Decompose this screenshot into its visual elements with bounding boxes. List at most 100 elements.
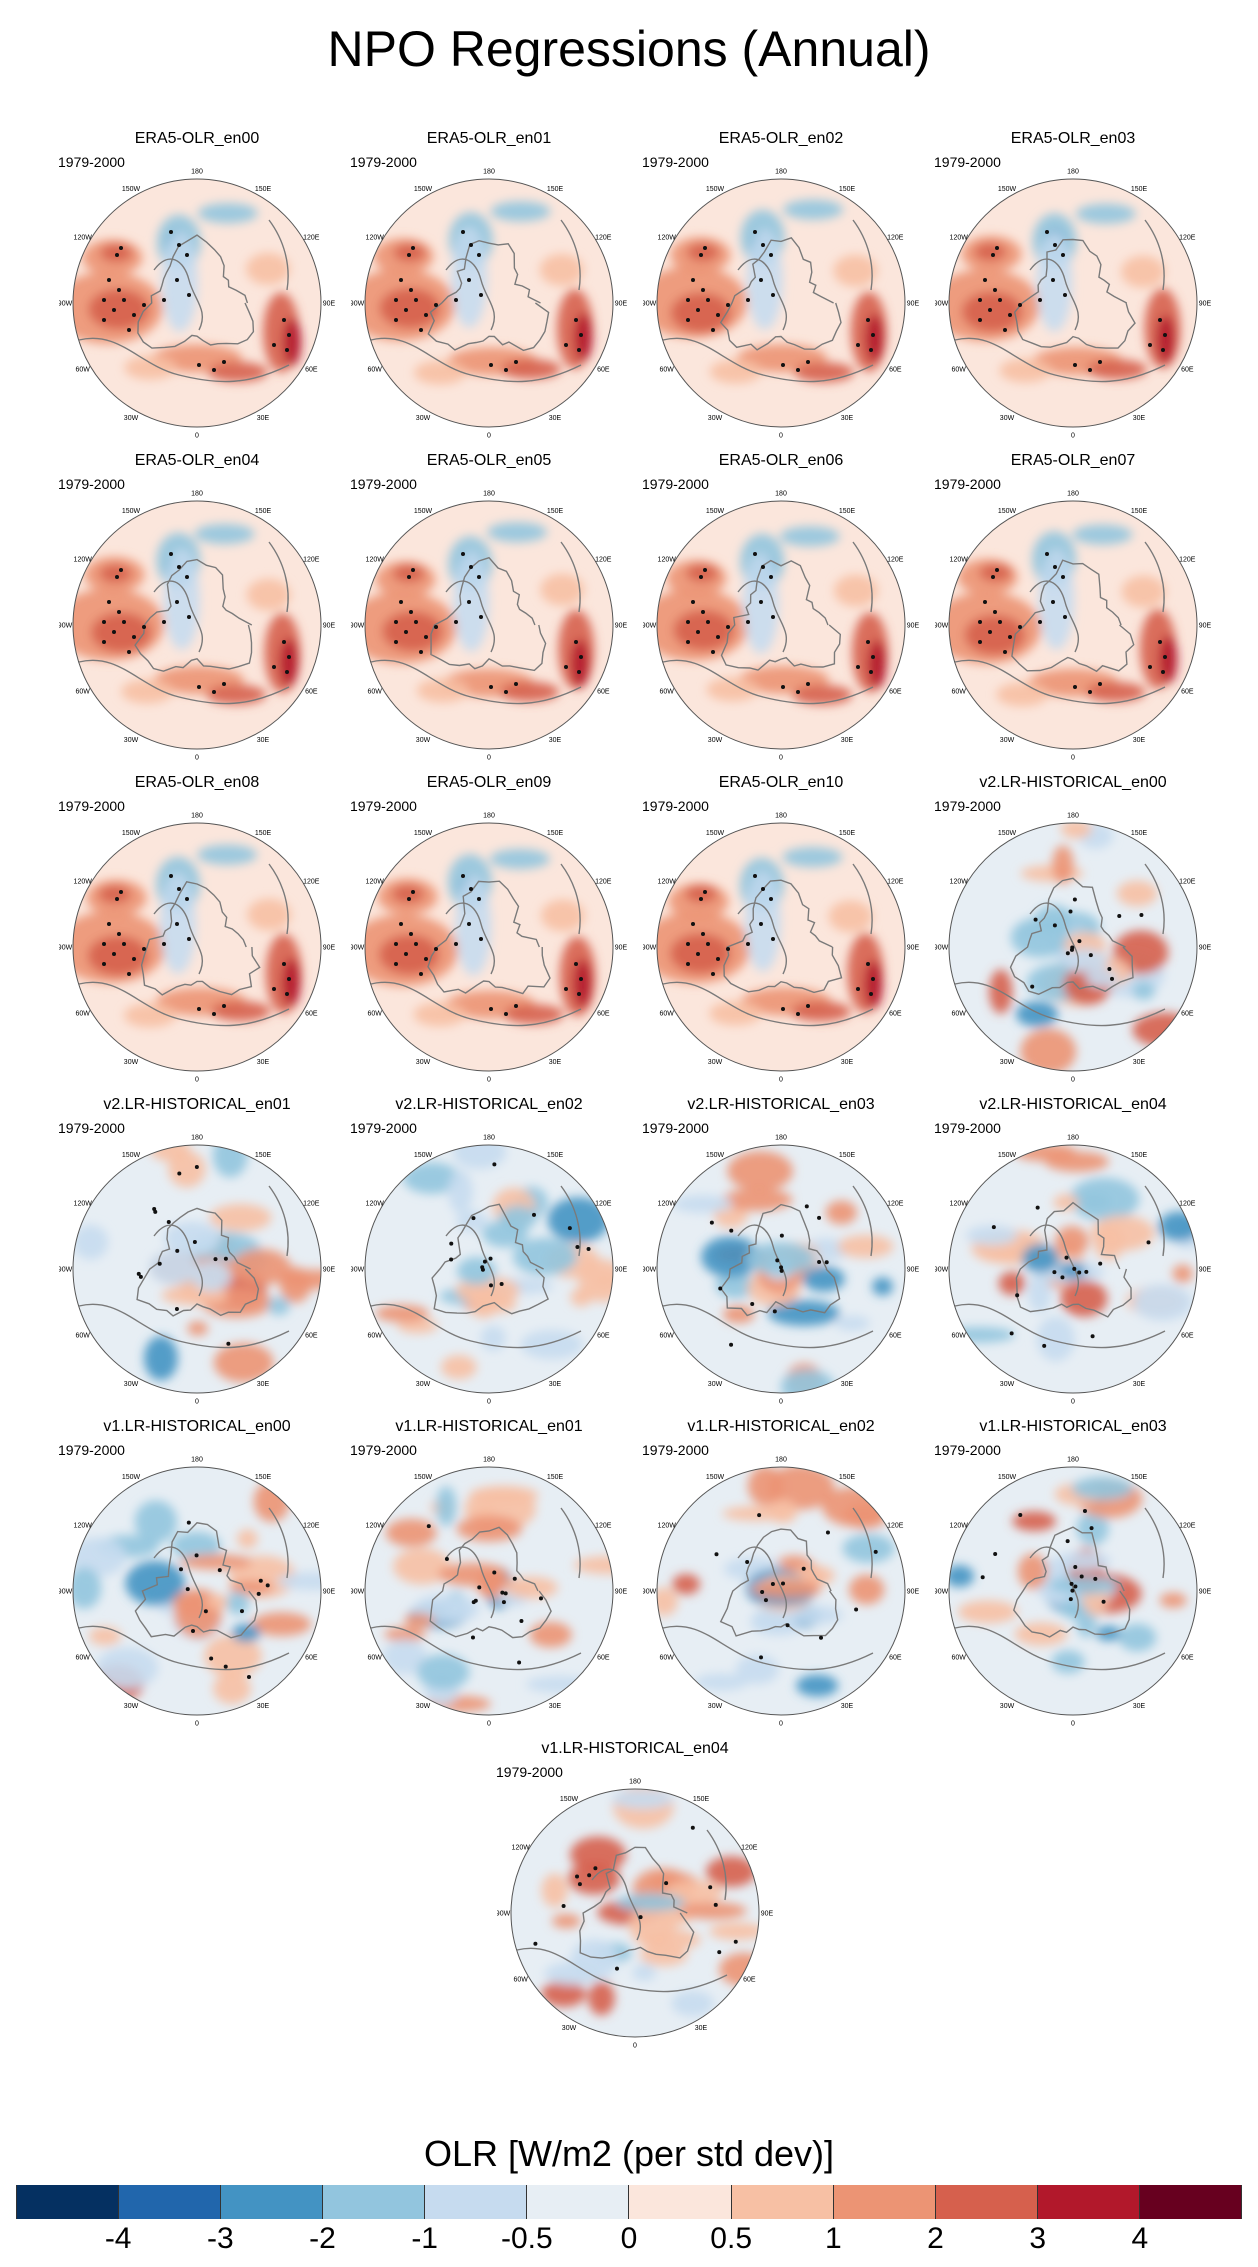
panel-period: 1979-2000 bbox=[350, 154, 417, 170]
longitude-label: 90E bbox=[907, 623, 919, 630]
anomaly-region bbox=[551, 1913, 582, 1929]
longitude-label: 90E bbox=[615, 623, 627, 630]
colorbar-swatch bbox=[833, 2185, 936, 2219]
coastlines bbox=[954, 541, 1166, 705]
map-panel: v1.LR-HISTORICAL_en01 1979-2000 180 150E 120… bbox=[344, 1418, 634, 1738]
polar-map: 180 150E 120E 90E 60E 30E 0 30W 60W 90W 120W 150W bbox=[643, 491, 919, 762]
anomaly-region bbox=[451, 227, 488, 328]
longitude-label: 180 bbox=[775, 491, 787, 498]
longitude-label: 120W bbox=[366, 1523, 385, 1530]
anomaly-region bbox=[505, 1576, 558, 1599]
anomaly-region bbox=[207, 362, 268, 383]
anomaly-region bbox=[979, 563, 1012, 582]
anomaly-region bbox=[842, 1533, 895, 1564]
longitude-label: 30W bbox=[1000, 415, 1015, 422]
longitude-label: 0 bbox=[779, 755, 783, 762]
longitude-label: 120W bbox=[658, 1523, 677, 1530]
longitude-label: 60E bbox=[597, 1655, 610, 1662]
longitude-label: 120E bbox=[887, 879, 904, 886]
longitude-label: 120E bbox=[303, 235, 320, 242]
longitude-label: 120E bbox=[741, 1845, 758, 1852]
panel-period: 1979-2000 bbox=[58, 154, 125, 170]
map-panel: ERA5-OLR_en01 1979-2000 180 150E 120E 90E 60E 3… bbox=[344, 130, 634, 450]
map-border bbox=[72, 500, 322, 750]
coastlines bbox=[370, 1185, 582, 1349]
longitude-label: 180 bbox=[775, 1457, 787, 1464]
longitude-label: 90W bbox=[935, 945, 949, 952]
longitude-label: 60E bbox=[889, 1011, 902, 1018]
anomaly-region bbox=[735, 1654, 779, 1685]
map-panel: v1.LR-HISTORICAL_en00 1979-2000 180 150E 120… bbox=[52, 1418, 342, 1738]
longitude-label: 0 bbox=[1071, 1077, 1075, 1084]
longitude-label: 60E bbox=[305, 1333, 318, 1340]
anomaly-region bbox=[393, 243, 426, 262]
longitude-label: 120W bbox=[366, 879, 385, 886]
anomaly-region bbox=[96, 1647, 159, 1689]
significance-stippling bbox=[136, 1164, 231, 1346]
longitude-label: 180 bbox=[1067, 169, 1079, 176]
anomaly-region bbox=[1060, 823, 1092, 839]
longitude-label: 30E bbox=[549, 737, 562, 744]
anomaly-region bbox=[226, 1591, 250, 1615]
colorbar-label: 2 bbox=[927, 2222, 944, 2255]
anomaly-region bbox=[161, 231, 198, 332]
longitude-label: 90W bbox=[935, 301, 949, 308]
longitude-label: 120W bbox=[950, 235, 969, 242]
polar-map: 180 150E 120E 90E 60E 30E 0 30W 60W 90W 120W 150W bbox=[59, 491, 335, 762]
anomaly-region bbox=[73, 1224, 109, 1260]
longitude-label: 60W bbox=[659, 1333, 674, 1340]
anomaly-region bbox=[828, 900, 873, 933]
map-panel: v1.LR-HISTORICAL_en03 1979-2000 180 150E 120… bbox=[928, 1418, 1218, 1738]
anomaly-region bbox=[1010, 917, 1069, 958]
anomaly-region bbox=[237, 1529, 258, 1549]
anomaly-region bbox=[573, 959, 592, 1008]
longitude-label: 150W bbox=[414, 186, 433, 193]
anomaly-region bbox=[541, 1980, 587, 2008]
anomaly-region bbox=[796, 1674, 839, 1697]
longitude-label: 60W bbox=[659, 1011, 674, 1018]
anomaly-region bbox=[213, 1342, 274, 1383]
anomaly-region bbox=[843, 1502, 888, 1529]
longitude-label: 90E bbox=[615, 1267, 627, 1274]
longitude-label: 120E bbox=[595, 1523, 612, 1530]
anomaly-region bbox=[1118, 1623, 1157, 1652]
coastlines bbox=[662, 541, 874, 705]
map-panel: v1.LR-HISTORICAL_en04 1979-2000 180 150E 120… bbox=[490, 1740, 780, 2060]
anomaly-region bbox=[180, 1554, 253, 1570]
longitude-label: 120E bbox=[595, 879, 612, 886]
anomaly-region bbox=[525, 1676, 595, 1693]
coastlines bbox=[370, 541, 582, 705]
longitude-label: 150W bbox=[414, 508, 433, 515]
longitude-label: 180 bbox=[191, 169, 203, 176]
longitude-label: 180 bbox=[483, 169, 495, 176]
coastlines bbox=[370, 219, 582, 383]
longitude-label: 30E bbox=[1133, 1059, 1146, 1066]
longitude-label: 30E bbox=[257, 1381, 270, 1388]
anomaly-region bbox=[487, 522, 548, 543]
panel-period: 1979-2000 bbox=[642, 154, 709, 170]
panel-title: v2.LR-HISTORICAL_en01 bbox=[103, 1096, 291, 1113]
longitude-label: 90E bbox=[1199, 1589, 1211, 1596]
longitude-label: 60W bbox=[659, 1655, 674, 1662]
significance-stippling bbox=[426, 1524, 544, 1665]
longitude-label: 120E bbox=[303, 557, 320, 564]
colorbar-swatch bbox=[323, 2185, 426, 2219]
longitude-label: 90W bbox=[59, 623, 73, 630]
colorbar-label: 0 bbox=[620, 2222, 638, 2255]
panel-period: 1979-2000 bbox=[350, 476, 417, 492]
anomaly-region bbox=[231, 1623, 261, 1643]
map-panel: ERA5-OLR_en02 1979-2000 180 150E 120E 90E 60E 3… bbox=[636, 130, 926, 450]
map-border bbox=[510, 1788, 760, 2038]
panel-title: v1.LR-HISTORICAL_en00 bbox=[103, 1418, 291, 1435]
anomaly-region bbox=[379, 288, 440, 329]
coastlines bbox=[516, 1829, 728, 1993]
colorbar-swatch bbox=[527, 2185, 630, 2219]
anomaly-region bbox=[512, 1237, 578, 1276]
panel-period: 1979-2000 bbox=[934, 1120, 1001, 1136]
longitude-label: 60W bbox=[75, 1655, 90, 1662]
anomaly-region bbox=[1116, 880, 1158, 907]
longitude-label: 0 bbox=[487, 1077, 491, 1084]
anomaly-region bbox=[998, 1271, 1026, 1296]
longitude-label: 30E bbox=[257, 1703, 270, 1710]
longitude-label: 180 bbox=[483, 1457, 495, 1464]
